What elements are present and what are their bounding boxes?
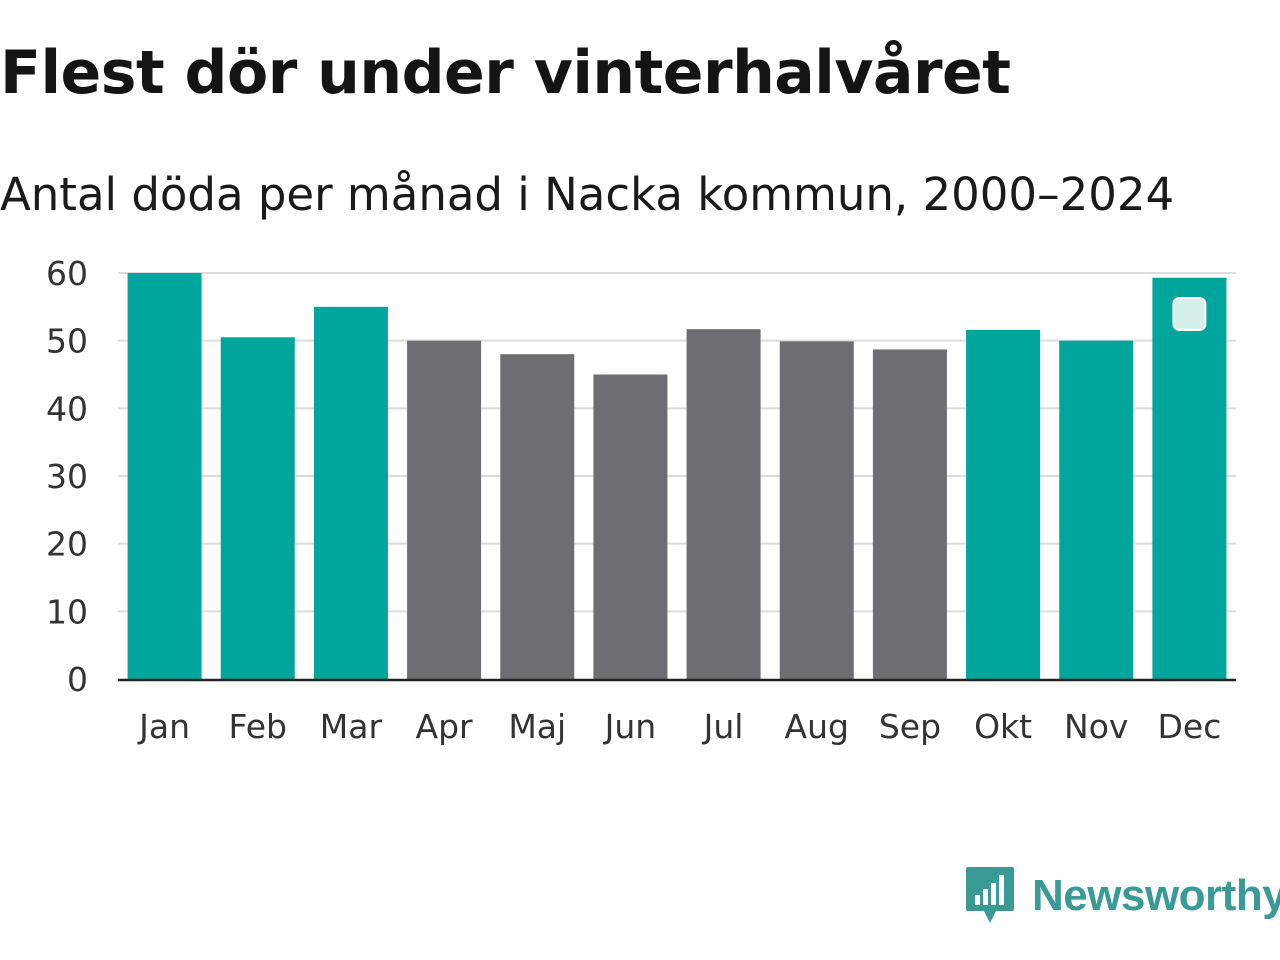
x-tick-label: Aug [785,707,849,746]
x-tick-label: Sep [879,707,941,746]
y-tick-label: 0 [67,660,88,699]
y-tick-label: 50 [46,322,88,361]
x-tick-label: Jul [702,707,744,746]
y-tick-label: 40 [46,389,88,428]
bar-highlight-marker [1172,297,1207,331]
brand-name: Newsworthy [1032,871,1280,920]
bar-feb[interactable] [220,337,295,679]
x-tick-label: Feb [229,707,287,746]
brand: Newsworthy [964,864,1280,928]
bar-jan[interactable] [127,273,202,679]
bar-apr[interactable] [407,340,482,679]
x-tick-label: Jan [137,707,190,746]
bar-sep[interactable] [872,349,947,679]
x-tick-label: Apr [416,707,474,746]
x-tick-label: Dec [1157,707,1221,746]
x-tick-label: Jun [603,707,657,746]
bar-maj[interactable] [500,354,575,679]
bar-jul[interactable] [686,329,761,679]
y-tick-label: 60 [46,254,88,293]
bar-okt[interactable] [966,329,1041,679]
labels: 0 10 20 30 40 50 60 Jan Feb Mar Apr Maj Jun Jul Aug Sep… [46,254,1221,746]
y-tick-label: 30 [46,457,88,496]
bar-dec[interactable] [1152,277,1227,679]
bar-nov[interactable] [1059,340,1134,679]
chart-subtitle: Antal döda per månad i Nacka kommun, 200… [0,168,1175,221]
gridlines [118,272,1236,613]
y-tick-label: 10 [46,592,88,631]
x-tick-label: Nov [1064,707,1128,746]
x-tick-label: Mar [320,707,383,746]
bars [127,273,1227,680]
newsworthy-logo-icon [966,867,1014,923]
bar-jun[interactable] [593,374,668,680]
x-tick-label: Okt [974,707,1032,746]
chart-title: Flest dör under vinterhalvåret [0,38,1011,108]
bar-aug[interactable] [779,341,854,679]
x-tick-label: Maj [508,707,566,746]
bar-chart: 0 10 20 30 40 50 60 Jan Feb Mar Apr Maj Jun Jul Aug Sep… [46,254,1236,746]
y-tick-label: 20 [46,525,88,564]
bar-mar[interactable] [313,306,388,679]
